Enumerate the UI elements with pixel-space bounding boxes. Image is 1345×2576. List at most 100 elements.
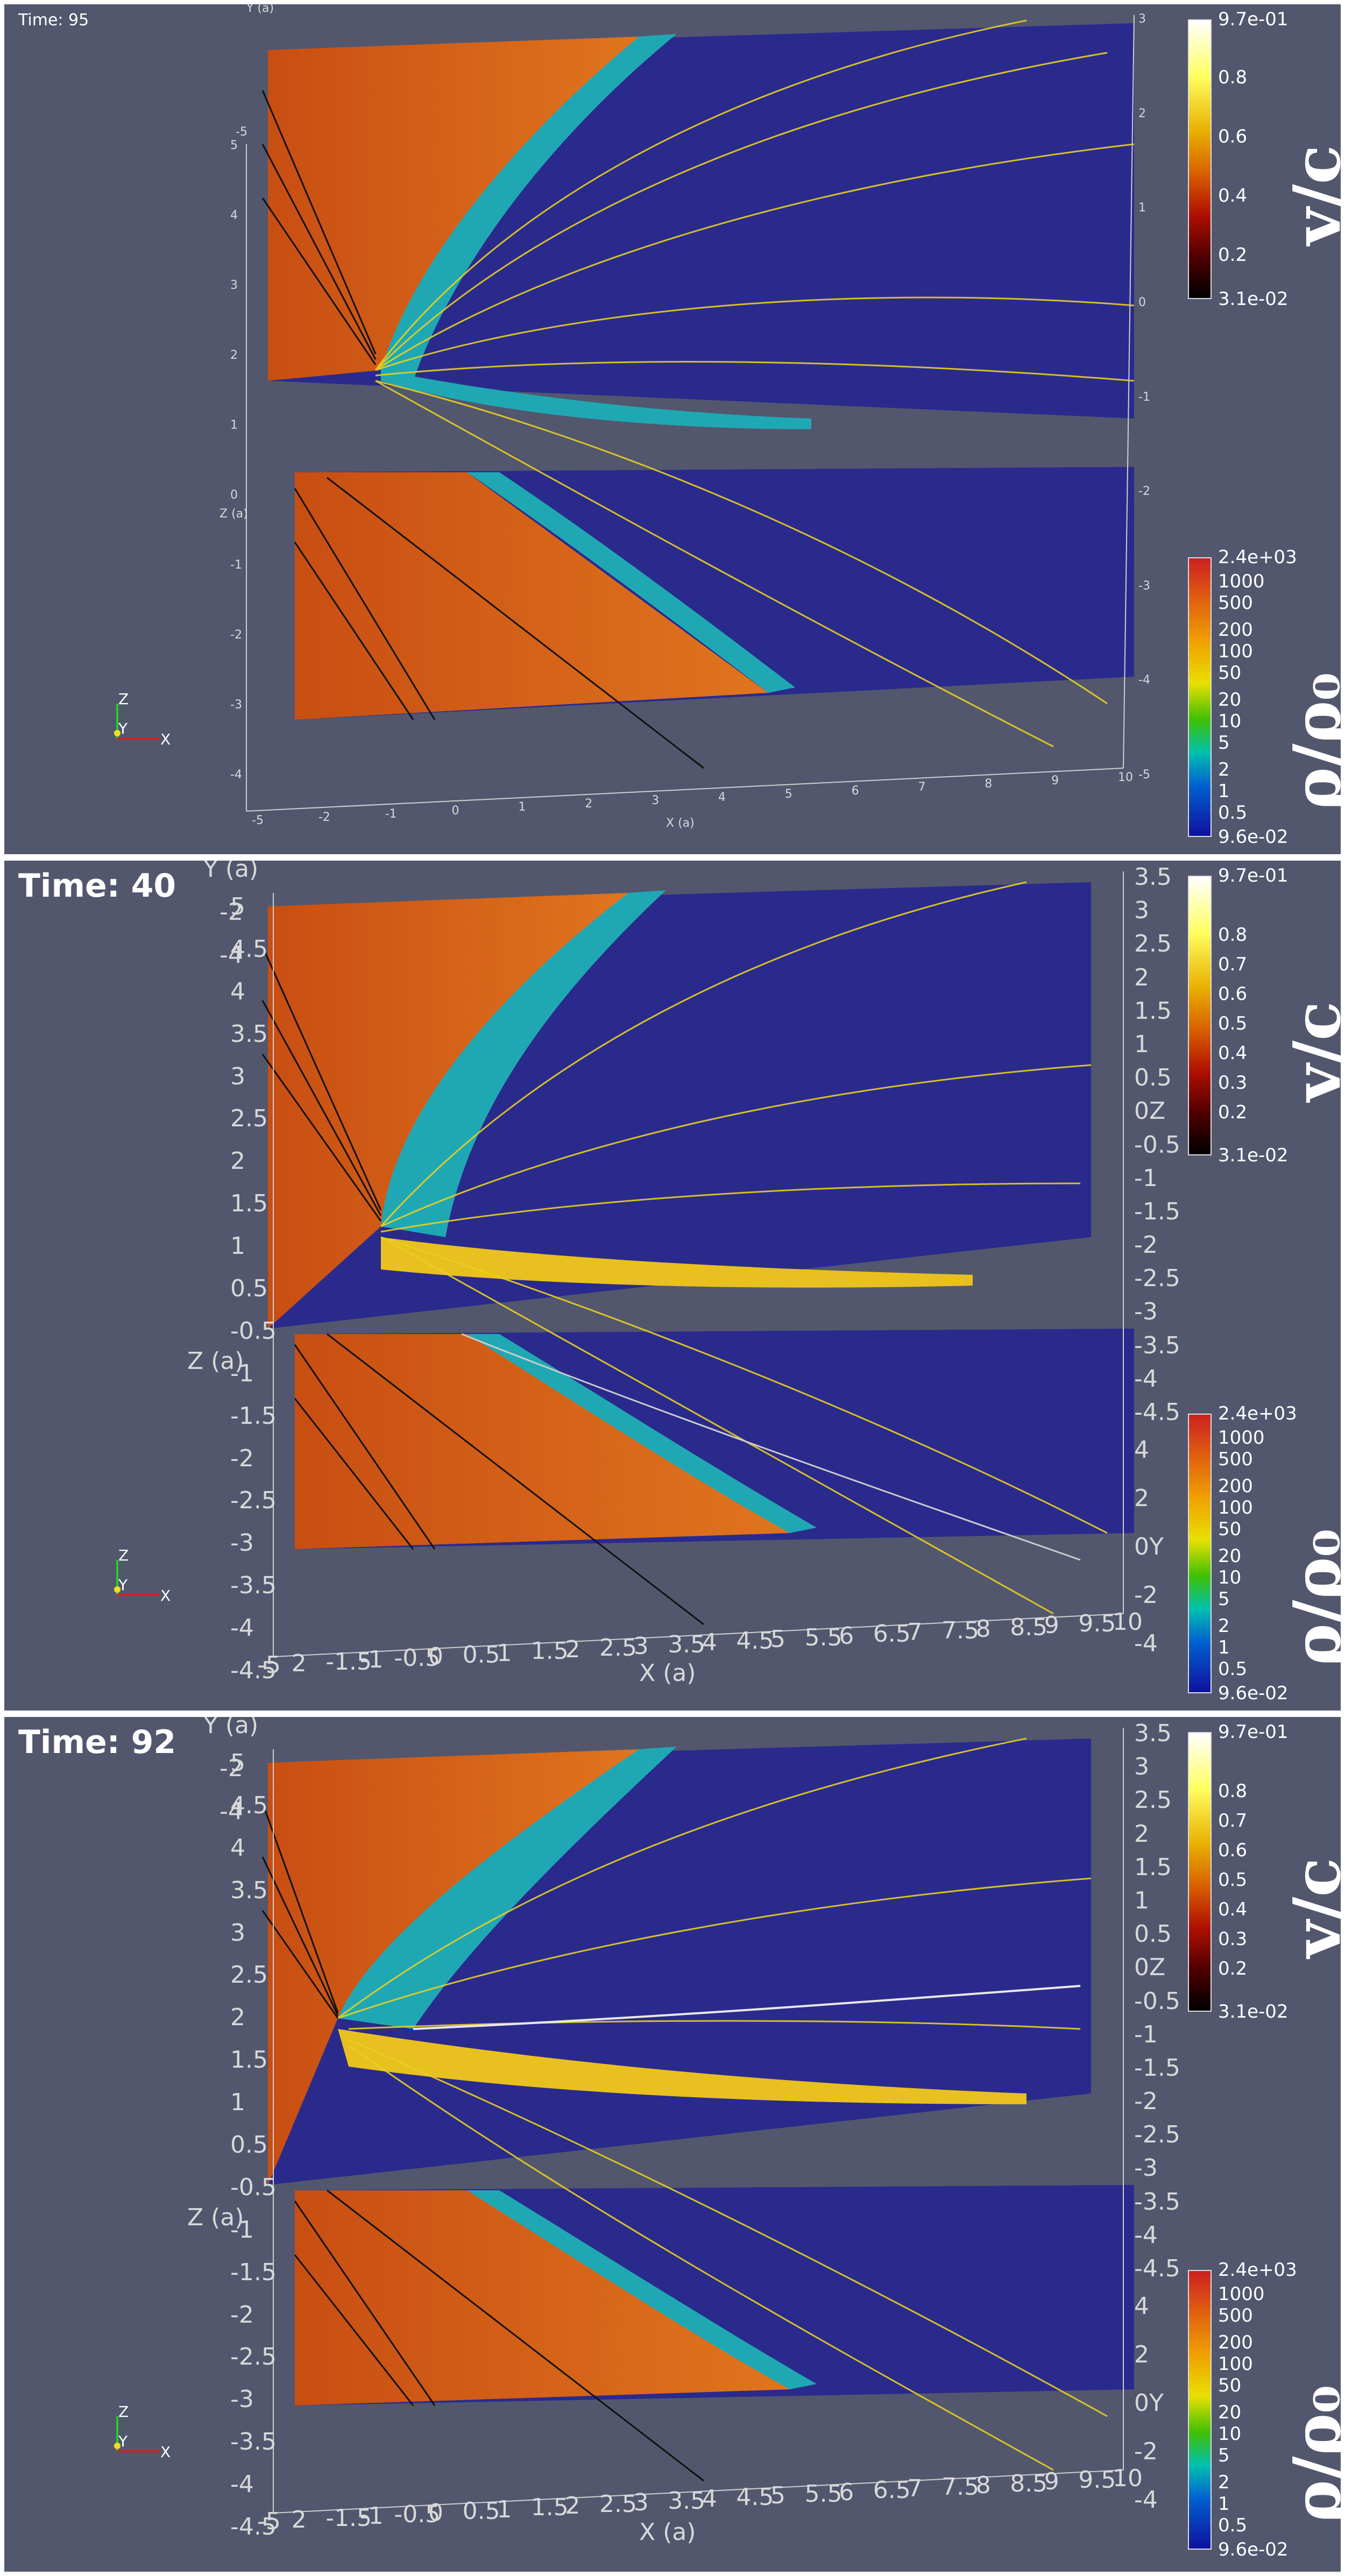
x-tick-label: 10 bbox=[1113, 1608, 1143, 1636]
velocity-tick: 0.3 bbox=[1218, 1072, 1248, 1094]
z-tick-label: 2 bbox=[230, 2004, 245, 2032]
density-min-label: 9.6e-02 bbox=[1218, 2539, 1289, 2560]
velocity-tick: 0.4 bbox=[1218, 1042, 1248, 1064]
density-tick: 0.5 bbox=[1218, 1658, 1248, 1680]
velocity-tick: 0.6 bbox=[1218, 1840, 1248, 1861]
x-tick-label: 5 bbox=[770, 2482, 785, 2509]
velocity-tick: 0.2 bbox=[1218, 1958, 1248, 1979]
velocity-max-label: 9.7e-01 bbox=[1218, 865, 1289, 886]
z-tick-label: 1 bbox=[230, 1232, 245, 1260]
x-tick-label: -5 bbox=[257, 2508, 281, 2535]
triad-y-label: Y bbox=[118, 1576, 128, 1594]
y-tick-label: -5 bbox=[236, 125, 247, 139]
x-tick-label: 6.5 bbox=[873, 1620, 911, 1648]
y-tick-label: 1.5 bbox=[1134, 997, 1172, 1025]
x-tick-label: 8 bbox=[975, 1615, 991, 1643]
velocity-colorbar-title: v/c bbox=[1279, 145, 1341, 245]
y-tick-label: -3.5 bbox=[1134, 2188, 1180, 2216]
x-tick-label: -5 bbox=[252, 814, 264, 827]
z-tick-label: 3.5 bbox=[230, 1876, 268, 1904]
density-max-label: 2.4e+03 bbox=[1218, 1403, 1297, 1424]
y-tick-label: 2.5 bbox=[1134, 930, 1172, 958]
x-tick-label: 7 bbox=[907, 1619, 923, 1647]
density-colorbar-title: ρ/ρ₀ bbox=[1279, 2385, 1341, 2523]
velocity-tick: 0.3 bbox=[1218, 1928, 1248, 1950]
z-tick-label: 2.5 bbox=[230, 1961, 268, 1989]
z-tick-label: 3 bbox=[230, 279, 238, 292]
density-colorbar-title: ρ/ρ₀ bbox=[1279, 1529, 1341, 1666]
velocity-min-label: 3.1e-02 bbox=[1218, 1145, 1289, 1166]
x-tick-label: 0 bbox=[428, 1643, 443, 1670]
x-tick-label: 7.5 bbox=[942, 1617, 979, 1644]
z-tick-label: 5 bbox=[230, 893, 245, 920]
z-tick-label: -3 bbox=[230, 698, 242, 712]
density-tick: 50 bbox=[1218, 662, 1242, 684]
y-tick-label: 0Y bbox=[1134, 1533, 1164, 1560]
density-tick: 20 bbox=[1218, 689, 1242, 711]
z-tick-label: -0.5 bbox=[230, 2173, 277, 2201]
x-tick-label: -2 bbox=[318, 810, 330, 824]
orientation-triad: Z Y X bbox=[107, 1544, 182, 1608]
y-tick-label: -2 bbox=[1138, 485, 1150, 499]
x-tick-label: 9.5 bbox=[1078, 1610, 1116, 1638]
y-tick-label: 0Z bbox=[1134, 1954, 1166, 1982]
velocity-colorbar-title: v/c bbox=[1279, 1001, 1341, 1102]
z-tick-label: 0.5 bbox=[230, 1275, 268, 1302]
x-tick-label: 3 bbox=[633, 2488, 649, 2516]
triad-z-label: Z bbox=[118, 2403, 129, 2421]
x-tick-label: 2 bbox=[291, 1649, 307, 1677]
velocity-max-label: 9.7e-01 bbox=[1218, 1721, 1289, 1743]
z-tick-label: 2 bbox=[230, 349, 238, 362]
x-tick-label: 9 bbox=[1051, 774, 1059, 788]
simulation-render bbox=[246, 15, 1135, 812]
panel-time-40: Time: 40 9.7e-01 0.8 0.7 0.6 0.5 0.4 0.3… bbox=[4, 861, 1341, 1711]
y-tick-label: 0.5 bbox=[1134, 1920, 1172, 1948]
z-tick-label: 0.5 bbox=[230, 2131, 268, 2159]
x-tick-label: 4 bbox=[702, 2485, 717, 2513]
triad-x-label: X bbox=[160, 730, 171, 748]
x-tick-label: 4 bbox=[702, 1629, 717, 1657]
x-tick-label: -5 bbox=[257, 1651, 281, 1679]
orientation-triad: Z Y X bbox=[107, 687, 182, 752]
density-tick: 10 bbox=[1218, 1567, 1242, 1588]
y-tick-label: -3 bbox=[1138, 579, 1150, 593]
density-tick: 2 bbox=[1218, 1615, 1230, 1637]
z-tick-label: -4.5 bbox=[230, 2513, 277, 2540]
density-tick: 100 bbox=[1218, 641, 1253, 662]
y-tick-label: 2 bbox=[1134, 1485, 1149, 1512]
y-tick-label: 1.5 bbox=[1134, 1853, 1172, 1881]
x-tick-label: 7 bbox=[918, 780, 926, 794]
x-axis-title: X (a) bbox=[639, 1659, 696, 1687]
density-tick: 0.5 bbox=[1218, 2515, 1248, 2536]
y-tick-label: 3 bbox=[1134, 1753, 1149, 1781]
x-tick-label: -1.5 bbox=[325, 1648, 372, 1676]
x-tick-label: 5.5 bbox=[804, 2480, 843, 2508]
x-tick-label: 2 bbox=[291, 2506, 307, 2534]
density-tick: 0.5 bbox=[1218, 802, 1248, 824]
y-tick-label: 2.5 bbox=[1134, 1786, 1172, 1814]
z-tick-label: 5 bbox=[230, 1749, 245, 1777]
velocity-tick: 0.6 bbox=[1218, 983, 1248, 1005]
y-tick-label: -4 bbox=[1138, 673, 1150, 687]
density-tick: 1 bbox=[1218, 780, 1230, 802]
x-tick-label: 8 bbox=[975, 2471, 991, 2499]
velocity-tick: 0.7 bbox=[1218, 954, 1248, 975]
z-tick-label: -4 bbox=[230, 2471, 254, 2499]
density-tick: 200 bbox=[1218, 1475, 1253, 1497]
density-tick: 20 bbox=[1218, 2402, 1242, 2423]
y-tick-label: -1.5 bbox=[1134, 1197, 1180, 1225]
velocity-min-label: 3.1e-02 bbox=[1218, 288, 1289, 310]
density-tick: 2 bbox=[1218, 759, 1230, 780]
panel-time-92: Time: 92 9.7e-01 0.8 0.7 0.6 0.5 0.4 0.3… bbox=[4, 1717, 1341, 2572]
y-tick-label: -2.5 bbox=[1134, 1265, 1180, 1293]
x-tick-label: 3 bbox=[652, 794, 660, 808]
y-tick-label: -4 bbox=[220, 1798, 243, 1825]
x-tick-label: 8.5 bbox=[1010, 1613, 1048, 1641]
z-tick-label: -3.5 bbox=[230, 1572, 277, 1600]
density-tick: 1000 bbox=[1218, 1427, 1265, 1449]
y-tick-label: -4 bbox=[1134, 1630, 1158, 1657]
triad-x-label: X bbox=[160, 2443, 171, 2461]
velocity-tick: 0.2 bbox=[1218, 1102, 1248, 1123]
time-label: Time: 40 bbox=[18, 867, 176, 905]
density-tick: 1000 bbox=[1218, 571, 1265, 592]
